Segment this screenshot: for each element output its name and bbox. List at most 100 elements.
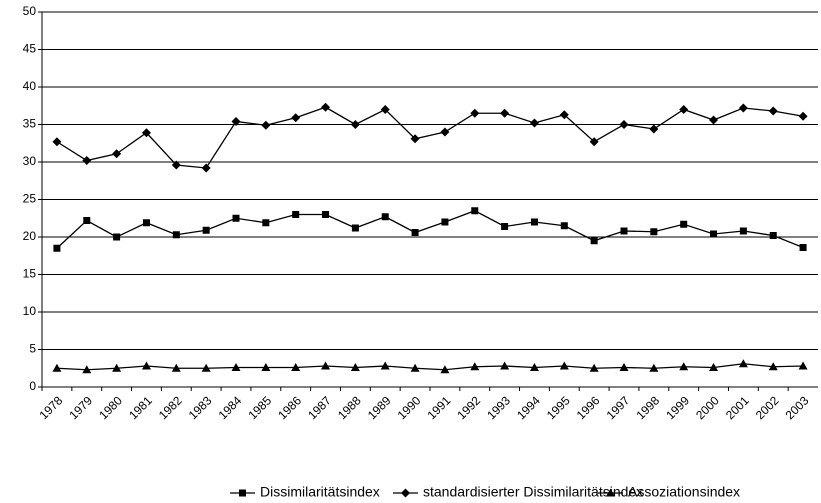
marker [739,227,747,235]
x-tick-label: 1994 [514,393,543,422]
legend-label: Assoziationsindex [628,484,740,500]
marker [620,227,628,235]
x-tick-label: 1988 [335,393,364,422]
marker [738,359,748,368]
x-tick-label: 1996 [574,393,603,422]
marker [471,207,479,215]
marker [529,118,539,128]
marker [350,363,360,371]
marker [141,128,151,138]
marker [470,362,480,371]
marker [738,103,748,113]
marker [710,230,718,238]
x-tick-label: 1993 [484,393,513,422]
x-tick-label: 1998 [633,393,662,422]
y-tick-label: 20 [23,229,37,243]
marker [201,363,211,372]
y-tick-label: 35 [23,117,37,131]
marker [292,211,300,218]
marker [440,365,450,374]
x-tick-label: 1986 [275,393,304,422]
marker [202,226,210,234]
x-tick-label: 2002 [753,393,782,422]
marker [261,363,271,371]
marker [590,237,598,245]
marker [113,233,121,241]
x-tick-label: 1980 [96,393,125,422]
x-tick-label: 1999 [663,393,692,422]
marker [709,363,719,371]
marker [470,108,480,118]
marker [441,218,449,226]
marker [559,110,569,120]
x-tick-label: 1982 [156,393,185,422]
marker [172,231,180,239]
x-tick-label: 1981 [126,393,155,422]
y-tick-label: 45 [23,42,37,56]
marker [142,219,150,227]
marker [262,219,270,227]
x-tick-label: 1985 [245,393,274,422]
y-tick-label: 50 [23,4,37,18]
marker [798,111,808,121]
marker [231,117,241,126]
marker [201,163,211,173]
marker [798,361,808,370]
series-line [56,106,804,169]
marker [768,106,778,116]
x-tick-label: 1997 [604,393,633,422]
marker [380,105,390,114]
marker [649,124,659,134]
legend-label: standardisierter Dissimilaritätsindex [423,484,643,500]
x-tick-label: 1992 [454,393,483,422]
legend-marker [401,488,410,498]
marker [589,363,599,372]
marker [619,363,629,371]
marker [291,113,301,123]
marker [53,244,61,252]
x-tick-label: 1995 [544,393,573,422]
marker [501,223,509,230]
marker [530,218,538,226]
x-tick-label: 2000 [693,393,722,422]
y-tick-label: 25 [23,192,37,206]
marker [768,362,778,371]
marker [231,363,241,371]
x-tick-label: 1987 [305,393,334,422]
series-line [56,210,804,249]
marker [82,365,92,374]
legend-marker [606,488,615,497]
marker [291,363,301,371]
marker [112,363,122,372]
marker [679,105,689,114]
marker [322,211,330,218]
legend-label: Dissimilaritätsindex [260,484,380,500]
x-tick-label: 1990 [395,393,424,422]
marker [769,232,777,239]
marker [321,361,331,370]
marker [410,363,420,372]
marker [82,156,92,165]
y-tick-label: 40 [23,79,37,93]
y-tick-label: 5 [29,342,36,356]
marker [679,362,689,371]
marker [52,363,62,372]
marker [680,220,688,228]
x-tick-label: 1979 [66,393,95,422]
marker [649,363,659,372]
marker [232,214,240,222]
x-tick-label: 1984 [216,393,245,422]
legend-marker [239,489,246,497]
marker [560,222,568,230]
marker [650,228,658,236]
marker [380,361,390,370]
marker [410,134,420,144]
marker [709,115,719,125]
y-tick-label: 0 [29,379,36,393]
x-tick-label: 1978 [37,393,66,422]
x-tick-label: 2001 [723,393,752,422]
x-tick-label: 1983 [186,393,215,422]
marker [559,361,569,370]
marker [799,244,807,251]
